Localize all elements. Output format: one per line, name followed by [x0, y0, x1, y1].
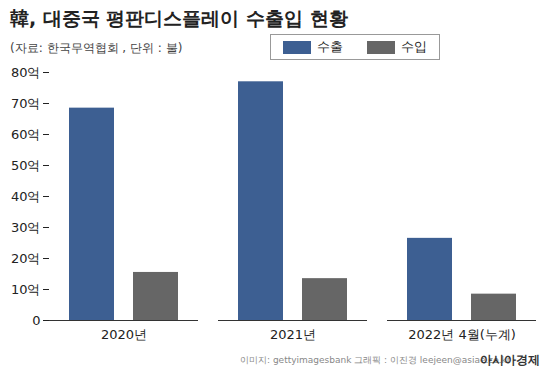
svg-text:10억: 10억	[11, 282, 41, 297]
svg-text:40억: 40억	[11, 189, 41, 204]
svg-text:0: 0	[32, 313, 40, 328]
svg-text:50억: 50억	[11, 158, 41, 173]
svg-text:70억: 70억	[11, 96, 41, 111]
html-text:(자료: 한국무역협회 , 단위 : 불): (자료: 한국무역협회 , 단위 : 불)	[10, 41, 183, 55]
html-text:수출: 수출	[317, 39, 343, 54]
html-text:韓, 대중국 평판디스플레이 수출입 현황: 韓, 대중국 평판디스플레이 수출입 현황	[10, 7, 348, 29]
html-text:아시아경제: 아시아경제	[480, 353, 540, 367]
svg-text:2020년: 2020년	[101, 327, 147, 342]
svg-text:60억: 60억	[11, 127, 41, 142]
svg-text:2021년: 2021년	[270, 327, 316, 342]
html-text:이미지: gettyimagesbank 그래픽 : 이진경: 이미지: gettyimagesbank 그래픽 : 이진경 leejeen@a…	[240, 355, 511, 365]
svg-text:20억: 20억	[11, 251, 41, 266]
svg-text:2022년 4월(누계): 2022년 4월(누계)	[408, 327, 516, 342]
svg-text:80억: 80억	[11, 65, 41, 80]
html-text:수입: 수입	[401, 39, 427, 54]
svg-text:30억: 30억	[11, 220, 41, 235]
